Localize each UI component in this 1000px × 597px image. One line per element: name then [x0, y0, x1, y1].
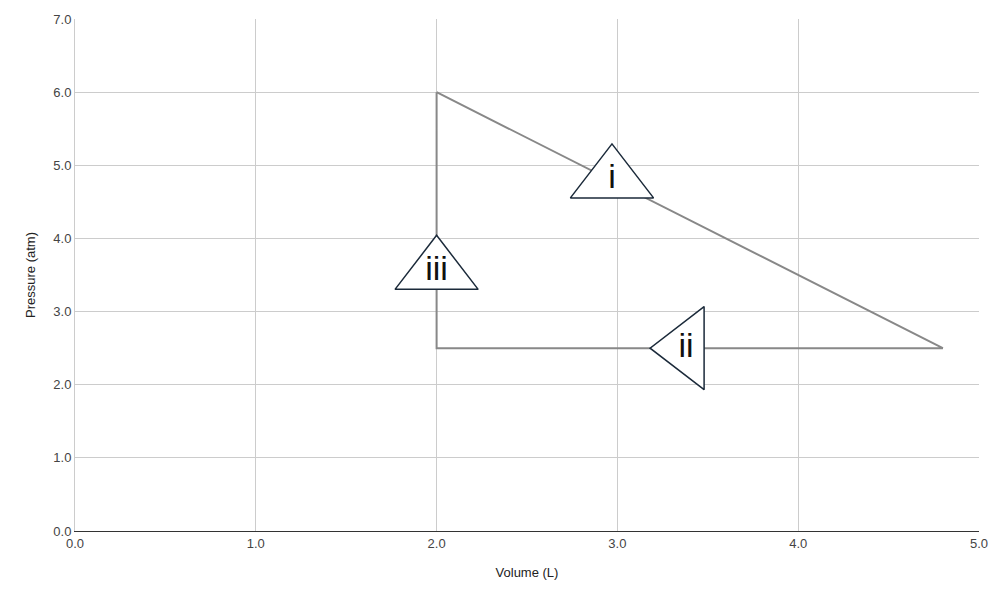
svg-text:i: i: [608, 157, 616, 195]
svg-text:1.0: 1.0: [53, 450, 71, 465]
svg-text:4.0: 4.0: [53, 231, 71, 246]
svg-text:0.0: 0.0: [66, 536, 84, 551]
svg-text:7.0: 7.0: [53, 12, 71, 27]
svg-text:2.0: 2.0: [53, 377, 71, 392]
svg-text:5.0: 5.0: [53, 158, 71, 173]
svg-text:5.0: 5.0: [970, 536, 988, 551]
svg-text:ii: ii: [679, 326, 694, 364]
svg-text:6.0: 6.0: [53, 85, 71, 100]
svg-text:1.0: 1.0: [247, 536, 265, 551]
svg-text:3.0: 3.0: [608, 536, 626, 551]
svg-text:iii: iii: [425, 249, 448, 287]
svg-text:Volume (L): Volume (L): [496, 565, 559, 580]
svg-text:4.0: 4.0: [789, 536, 807, 551]
svg-text:3.0: 3.0: [53, 304, 71, 319]
svg-text:2.0: 2.0: [428, 536, 446, 551]
svg-text:0.0: 0.0: [53, 524, 71, 539]
svg-text:Pressure (atm): Pressure (atm): [23, 232, 38, 318]
